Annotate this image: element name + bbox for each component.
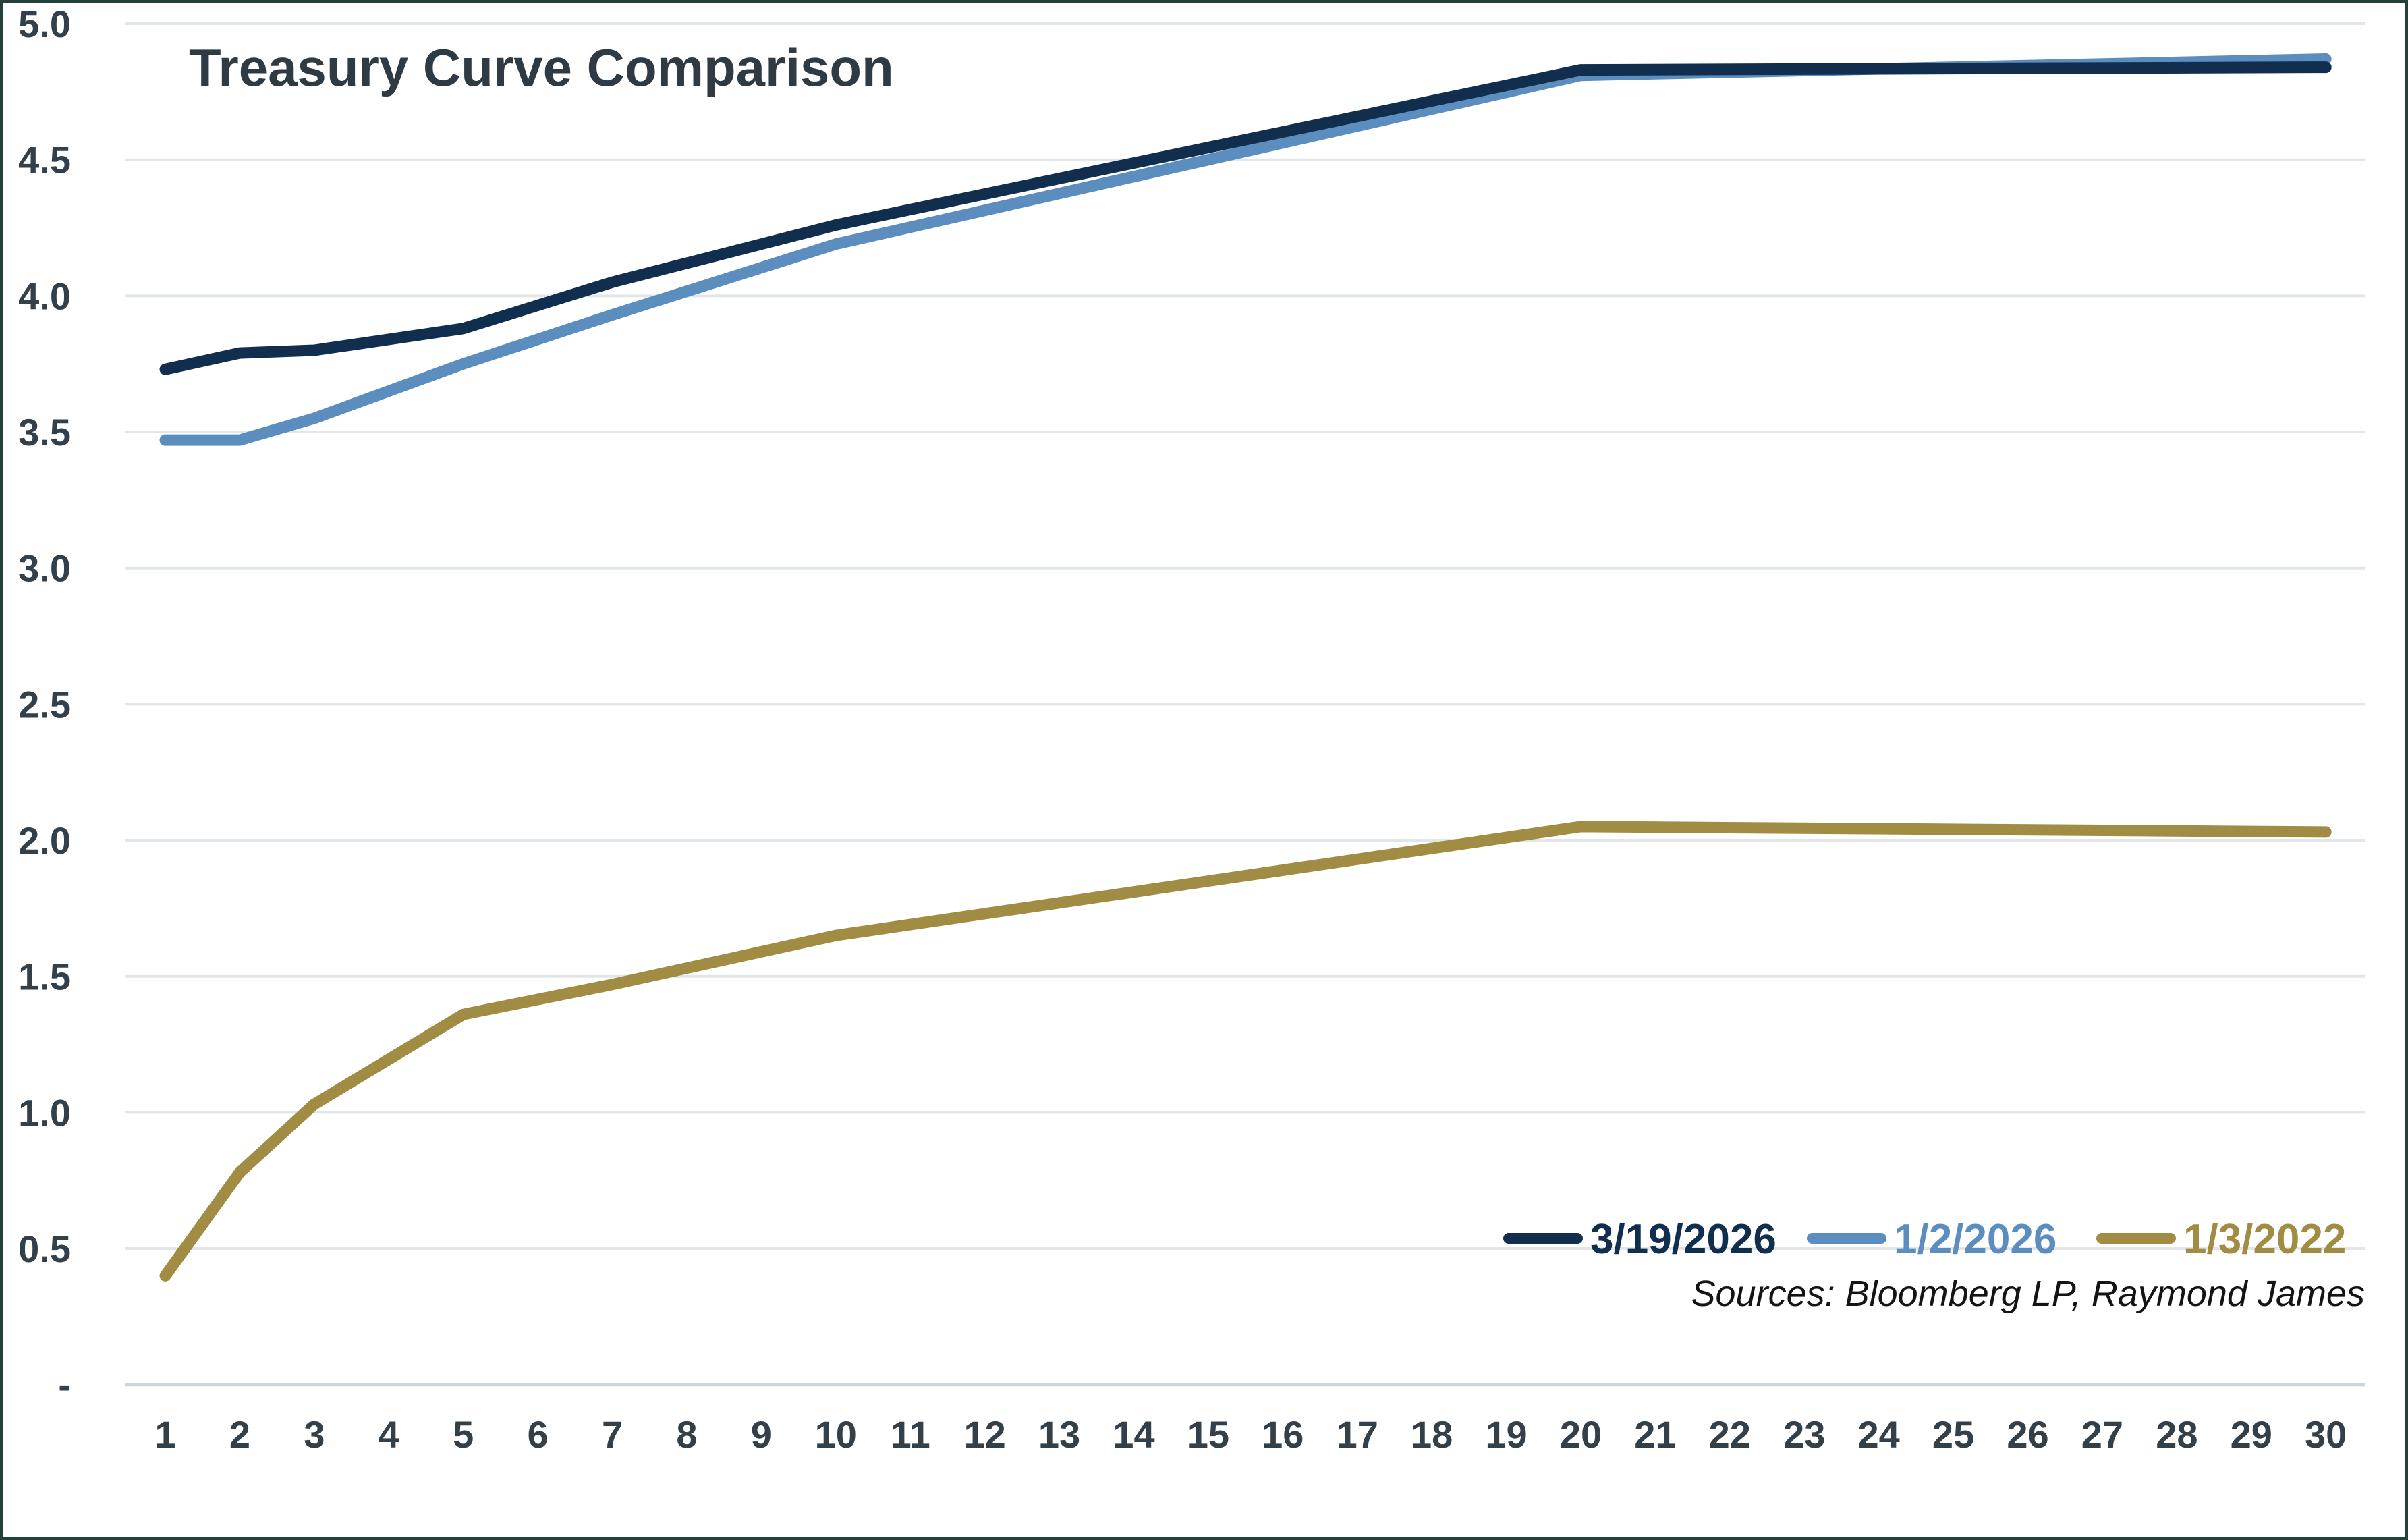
- x-tick-label-2: 2: [229, 1413, 250, 1456]
- x-tick-label-27: 27: [2081, 1413, 2123, 1456]
- x-tick-label-20: 20: [1560, 1413, 1602, 1456]
- x-tick-label-12: 12: [963, 1413, 1005, 1456]
- chart-title: Treasury Curve Comparison: [189, 38, 894, 97]
- legend-item: 3/19/2026: [1503, 1216, 1776, 1263]
- series-line-1-2-2026: [159, 53, 2332, 446]
- source-note: Sources: Bloomberg LP, Raymond James: [1691, 1273, 2365, 1314]
- x-tick-label-9: 9: [751, 1413, 772, 1456]
- x-tick-label-3: 3: [304, 1413, 325, 1456]
- legend-label-1-3-2022: 1/3/2022: [2183, 1216, 2346, 1263]
- x-tick-label-15: 15: [1187, 1413, 1229, 1456]
- x-tick-label-19: 19: [1485, 1413, 1527, 1456]
- y-axis-labels: 5.0 4.5 4.0 3.5 3.0 2.5 2.0 1.5 1.0 0.5 -: [18, 3, 71, 1406]
- legend-label-1-2-2026: 1/2/2026: [1894, 1216, 2056, 1263]
- series-line-1-3-2022: [159, 821, 2332, 1282]
- x-tick-label-24: 24: [1858, 1413, 1900, 1456]
- y-tick-label-3.0: 3.0: [18, 547, 71, 590]
- x-tick-label-6: 6: [528, 1413, 549, 1456]
- x-tick-label-22: 22: [1709, 1413, 1751, 1456]
- x-tick-label-4: 4: [379, 1413, 399, 1456]
- y-tick-label-0.5: 0.5: [18, 1228, 71, 1270]
- x-tick-label-21: 21: [1634, 1413, 1676, 1456]
- x-axis-labels: 1 2 3 4 5 6 7 8 9 10 11 12 13 14 15 16 17 18 19 20 21 22 23 24 2…: [155, 1413, 2347, 1456]
- y-tick-label-2.5: 2.5: [18, 683, 71, 725]
- legend-label-3-19-2026: 3/19/2026: [1590, 1216, 1776, 1263]
- x-tick-label-5: 5: [453, 1413, 474, 1456]
- y-tick-label--: -: [58, 1364, 71, 1406]
- y-tick-label-5.0: 5.0: [18, 3, 71, 45]
- x-tick-label-29: 29: [2231, 1413, 2272, 1456]
- x-tick-label-1: 1: [155, 1413, 175, 1456]
- y-tick-label-1.0: 1.0: [18, 1091, 71, 1134]
- x-tick-label-8: 8: [676, 1413, 697, 1456]
- legend: 3/19/2026 1/2/2026 1/3/2022: [1503, 1216, 2346, 1263]
- y-tick-label-1.5: 1.5: [18, 956, 71, 998]
- x-tick-label-18: 18: [1411, 1413, 1453, 1456]
- x-tick-label-10: 10: [815, 1413, 857, 1456]
- x-tick-label-14: 14: [1113, 1413, 1154, 1456]
- legend-item: 1/3/2022: [2096, 1216, 2346, 1263]
- y-tick-label-3.5: 3.5: [18, 411, 71, 453]
- y-tick-label-4.0: 4.0: [18, 275, 71, 317]
- series-lines: [159, 53, 2332, 1282]
- x-tick-label-30: 30: [2305, 1413, 2347, 1456]
- series-line-3-19-2026: [159, 61, 2332, 375]
- x-tick-label-17: 17: [1337, 1413, 1378, 1456]
- x-tick-label-25: 25: [1932, 1413, 1974, 1456]
- x-tick-label-7: 7: [602, 1413, 623, 1456]
- x-tick-label-11: 11: [891, 1413, 930, 1456]
- y-tick-label-2.0: 2.0: [18, 819, 71, 862]
- x-tick-label-23: 23: [1783, 1413, 1825, 1456]
- x-tick-label-16: 16: [1262, 1413, 1304, 1456]
- x-tick-label-28: 28: [2156, 1413, 2197, 1456]
- y-tick-label-4.5: 4.5: [18, 139, 71, 182]
- x-tick-label-13: 13: [1038, 1413, 1080, 1456]
- x-tick-label-26: 26: [2007, 1413, 2048, 1456]
- legend-item: 1/2/2026: [1807, 1216, 2056, 1263]
- gridlines: [125, 22, 2365, 1387]
